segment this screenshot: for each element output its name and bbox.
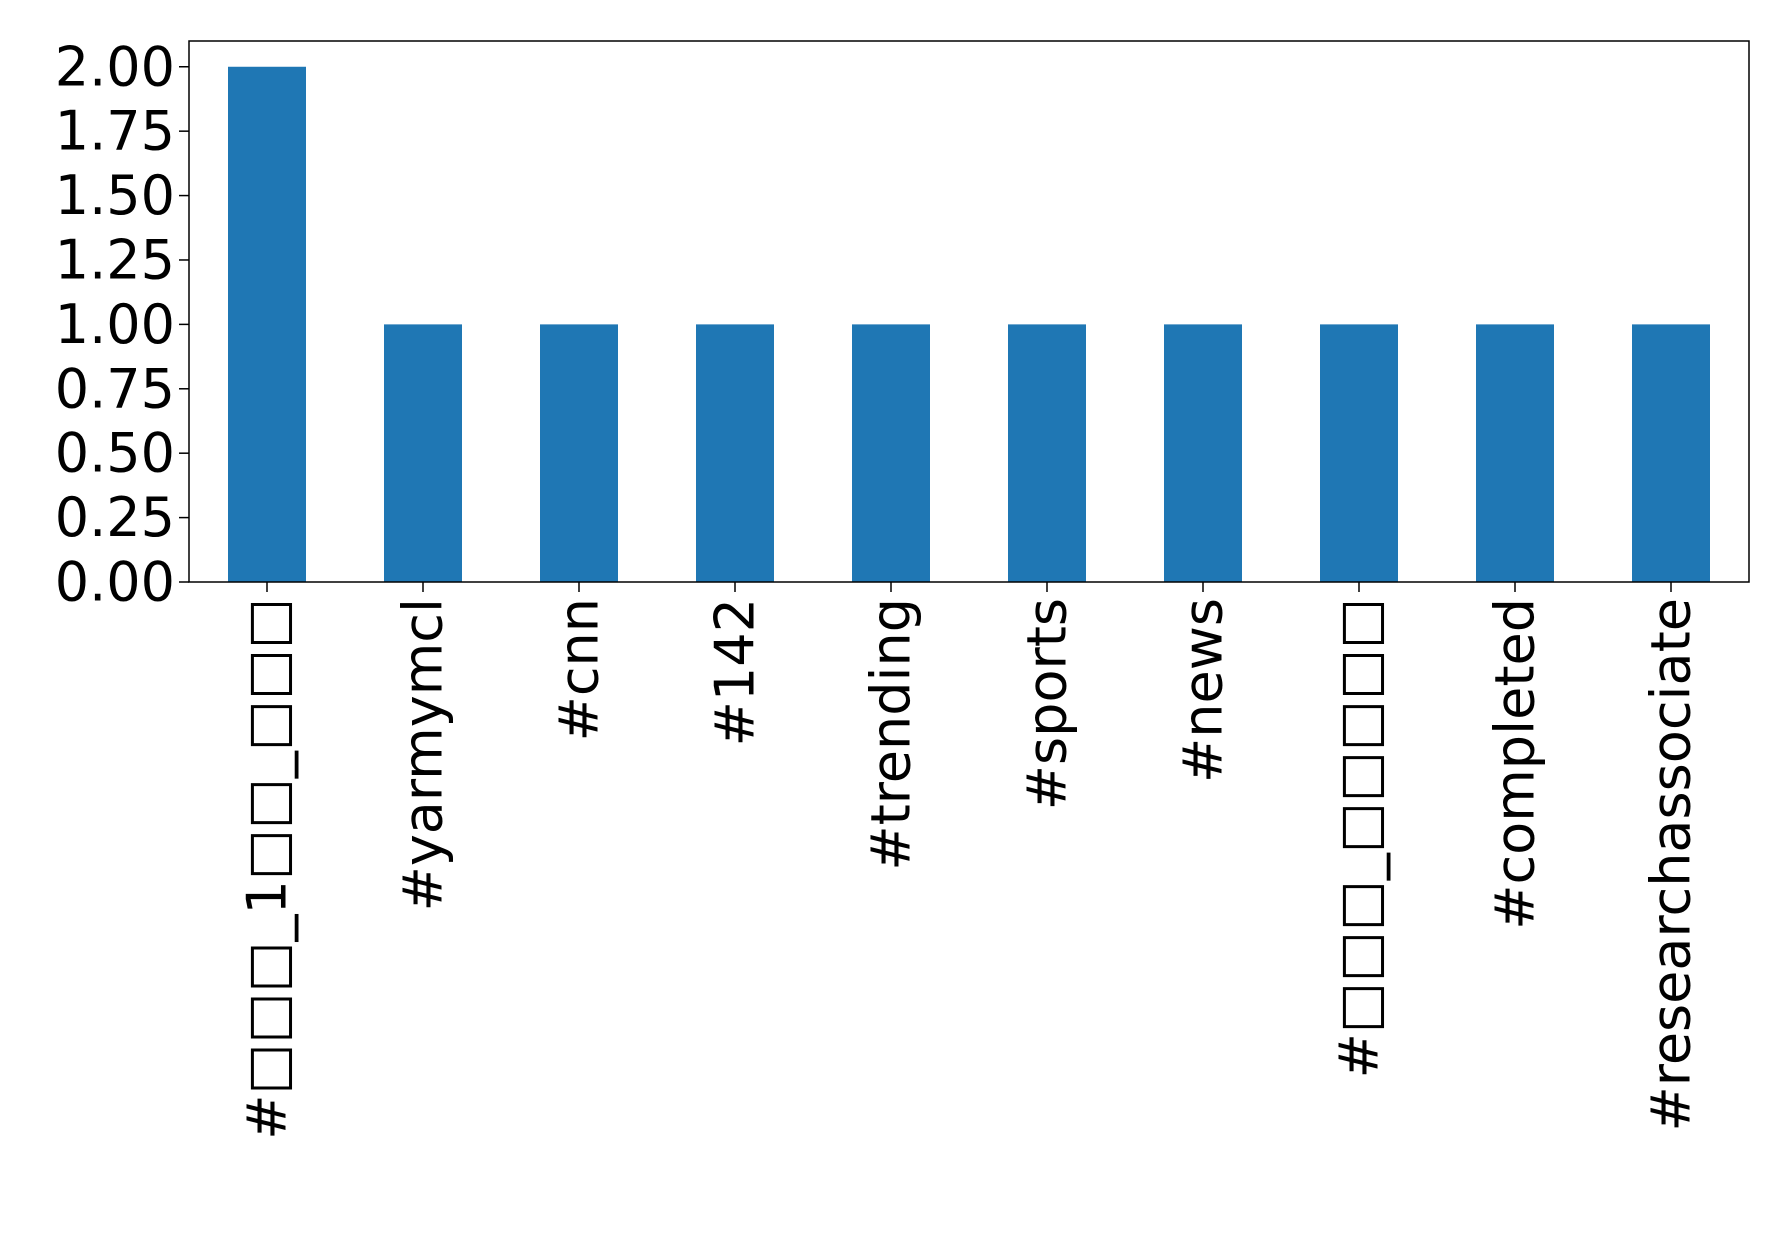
bar bbox=[1476, 324, 1554, 582]
y-tick-label: 1.00 bbox=[55, 293, 175, 356]
x-tick-label: #cnn bbox=[548, 598, 611, 741]
x-tick-label: #sports bbox=[1016, 598, 1079, 810]
bar bbox=[1320, 324, 1398, 582]
x-tick-label: #researchassociate bbox=[1640, 598, 1703, 1131]
bar bbox=[1632, 324, 1710, 582]
x-tick-label: #trending bbox=[860, 598, 923, 871]
bar bbox=[852, 324, 930, 582]
bar bbox=[696, 324, 774, 582]
x-tick-label: #news bbox=[1172, 598, 1235, 783]
x-tick-label: #142 bbox=[704, 598, 767, 746]
x-tick-label: #□□□_1□□_□□□ bbox=[236, 598, 299, 1140]
bar bbox=[1008, 324, 1086, 582]
y-tick-label: 0.25 bbox=[55, 486, 175, 549]
y-tick-label: 0.00 bbox=[55, 551, 175, 614]
x-tick-label: #yarmymcl bbox=[392, 598, 455, 911]
plot-frame bbox=[188, 40, 1750, 583]
bar bbox=[1164, 324, 1242, 582]
y-tick-label: 1.50 bbox=[55, 164, 175, 227]
x-tick-label: #completed bbox=[1484, 598, 1547, 930]
x-tick-label: #□□□_□□□□□ bbox=[1328, 598, 1391, 1078]
y-tick-label: 2.00 bbox=[55, 35, 175, 98]
y-tick-label: 1.75 bbox=[55, 100, 175, 163]
bar bbox=[540, 324, 618, 582]
bar bbox=[228, 66, 306, 582]
bar bbox=[384, 324, 462, 582]
y-tick-label: 0.50 bbox=[55, 422, 175, 485]
y-tick-label: 1.25 bbox=[55, 228, 175, 291]
y-tick-label: 0.75 bbox=[55, 357, 175, 420]
